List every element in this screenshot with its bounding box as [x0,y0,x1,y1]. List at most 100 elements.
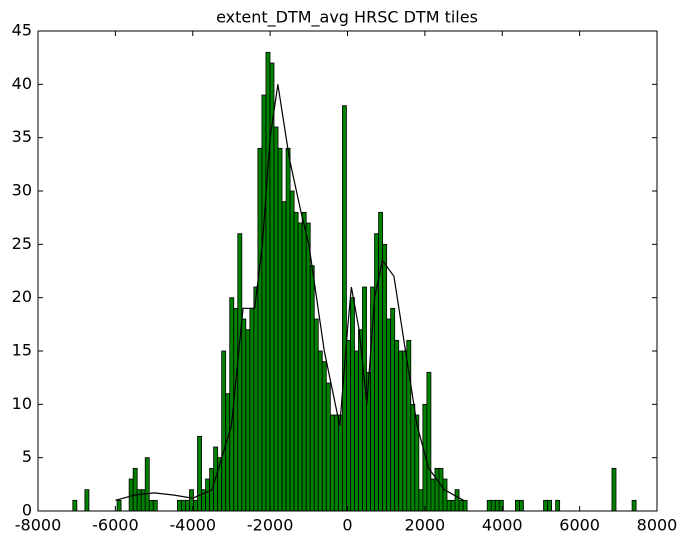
bar [346,339,351,512]
bar [144,457,150,512]
bar [221,350,227,512]
chart-title: extent_DTM_avg HRSC DTM tiles [216,8,478,28]
bar [148,499,154,512]
bar [458,499,464,512]
bar [245,329,251,512]
x-tick-label: 4000 [482,516,523,535]
bar [337,414,343,512]
bar [181,499,186,512]
bar [378,211,384,512]
bar [611,467,617,512]
bar [285,147,291,512]
bar [233,307,239,512]
bar [237,233,243,512]
bar [277,147,283,512]
x-tick-label: -8000 [15,516,62,535]
bar [398,350,404,512]
bar [116,499,122,512]
bar [543,499,548,512]
bar [309,265,315,512]
bar [177,499,182,512]
bar [382,243,388,512]
bar [631,499,637,512]
y-tick-label: 25 [12,234,32,253]
bar [84,489,90,512]
bar [438,467,444,512]
bar [442,478,448,512]
bar [193,499,198,512]
bar [547,499,553,512]
bar [253,286,259,512]
y-tick-label: 10 [12,394,32,413]
y-tick-label: 15 [12,341,32,360]
y-tick-label: 0 [22,501,32,520]
bar [140,489,146,512]
bar [515,499,520,512]
y-tick-label: 45 [12,21,32,40]
bar [426,371,432,512]
bar [152,499,158,512]
bar [265,51,271,512]
bar [249,307,255,512]
bar [486,499,492,512]
bar [185,499,190,512]
bar [305,222,311,512]
y-tick-label: 40 [12,74,32,93]
bar [341,105,347,512]
x-tick-label: -6000 [92,516,139,535]
bar [402,350,408,512]
bar [257,147,263,512]
bar [241,318,247,512]
bar [317,350,323,512]
bar [390,307,396,512]
y-tick-label: 30 [12,181,32,200]
bar [410,403,416,512]
bar [297,222,303,512]
y-tick-label: 20 [12,287,32,306]
bar [273,126,279,512]
bar [261,94,267,512]
bar [374,233,380,512]
bar [132,467,138,512]
bar [446,499,452,512]
x-tick-label: 8000 [637,516,678,535]
kde-line [115,84,464,501]
bar [394,339,400,512]
bar [494,499,500,512]
bar [281,201,287,512]
x-tick-label: 2000 [405,516,446,535]
bar [418,489,424,512]
bar [519,499,524,512]
x-tick-label: -4000 [170,516,217,535]
bar [555,499,561,512]
bar [450,499,456,512]
bar [293,211,299,512]
bar [462,499,468,512]
bar [329,414,335,512]
bar [289,190,295,512]
bar [205,478,211,512]
bar [386,318,392,512]
bar [354,350,359,512]
bar [434,467,440,512]
bar [454,489,460,512]
x-tick-label: -2000 [247,516,294,535]
bar [490,499,496,512]
y-tick-label: 5 [22,447,32,466]
x-tick-label: 0 [342,516,352,535]
bar [321,361,327,512]
bar [430,478,436,512]
bar [136,489,142,512]
bar [325,382,331,512]
x-tick-label: 6000 [559,516,600,535]
bar [197,435,202,512]
bar [313,318,319,512]
bar [225,393,231,512]
bar [301,211,307,512]
bar [72,499,78,512]
bar [350,297,355,512]
bar [269,62,275,512]
bar [333,414,339,512]
y-tick-label: 35 [12,127,32,146]
